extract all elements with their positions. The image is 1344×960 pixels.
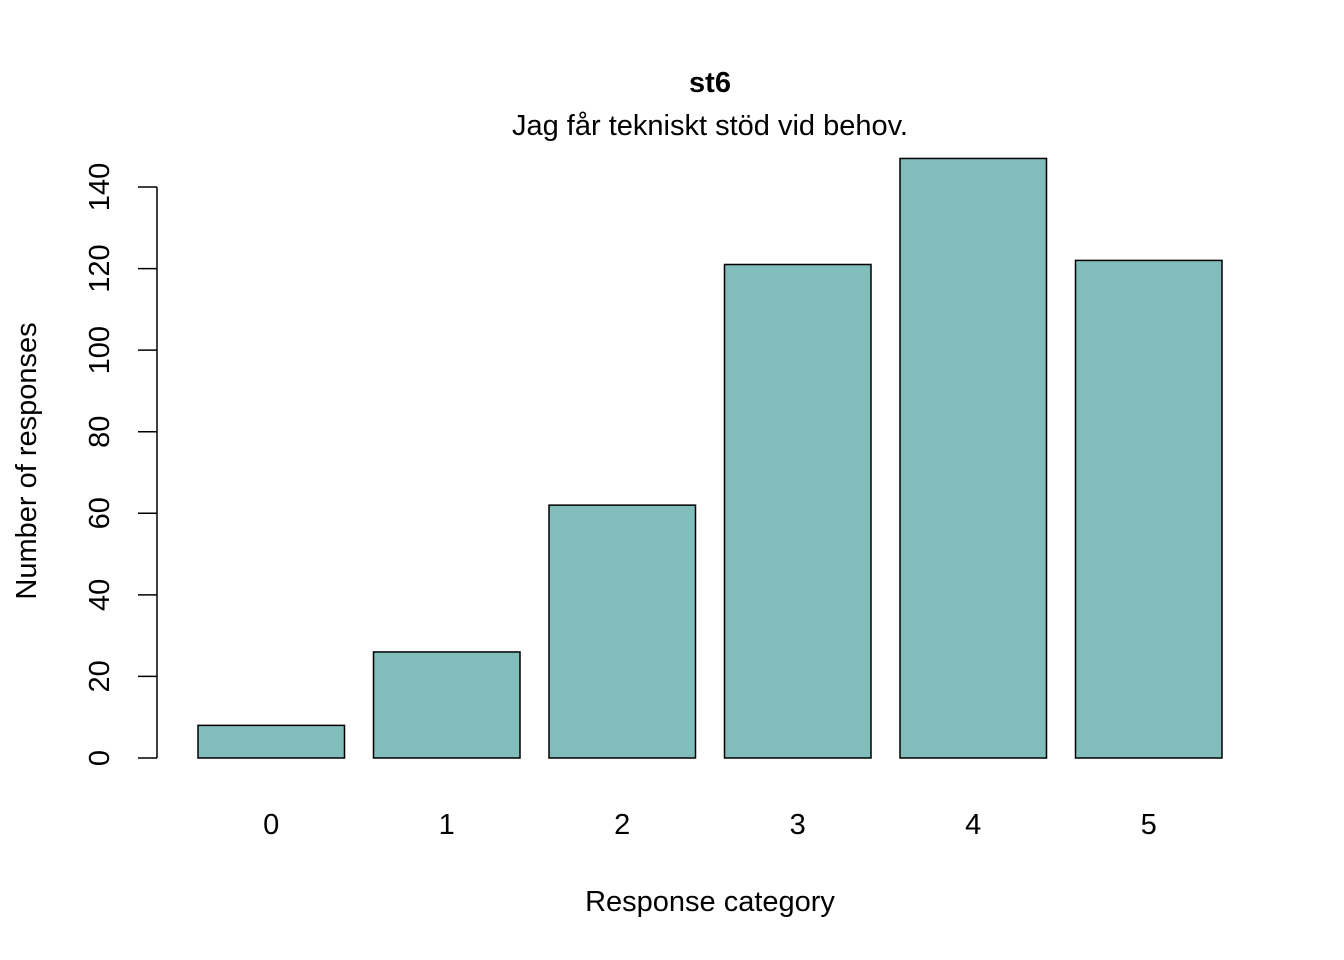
bar-3	[723, 263, 872, 759]
bar-4	[899, 157, 1048, 759]
y-tick-label: 40	[84, 579, 116, 611]
y-axis-label: Number of responses	[11, 322, 43, 599]
bar-5	[1074, 259, 1223, 759]
x-tick-label: 4	[965, 809, 981, 841]
x-axis-label: Response category	[585, 886, 835, 918]
bars-group	[197, 157, 1223, 759]
y-tick-label: 140	[84, 163, 116, 211]
y-axis: 0 20 40 60 80 100 120 140	[84, 163, 158, 766]
chart-subtitle: Jag får tekniskt stöd vid behov.	[512, 110, 908, 142]
chart-title: st6	[689, 67, 731, 99]
x-tick-labels: 0 1 2 3 4 5	[263, 809, 1157, 841]
x-tick-label: 3	[790, 809, 806, 841]
y-tick-label: 0	[84, 750, 116, 766]
x-tick-label: 2	[614, 809, 630, 841]
y-tick-label: 60	[84, 497, 116, 529]
x-tick-label: 1	[439, 809, 455, 841]
bar-2	[548, 504, 697, 759]
y-tick-label: 120	[84, 244, 116, 292]
y-tick-label: 100	[84, 326, 116, 374]
bar-1	[372, 651, 521, 759]
bar-0	[197, 724, 346, 759]
y-tick-label: 20	[84, 660, 116, 692]
x-tick-label: 5	[1141, 809, 1157, 841]
x-tick-label: 0	[263, 809, 279, 841]
y-tick-label: 80	[84, 416, 116, 448]
